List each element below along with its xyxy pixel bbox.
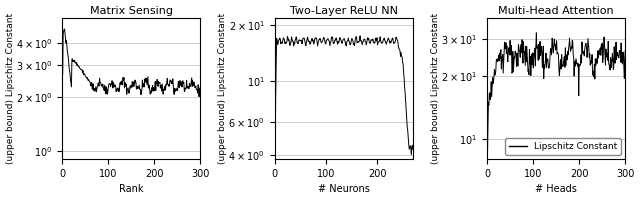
X-axis label: Rank: Rank <box>119 184 143 194</box>
Y-axis label: (upper bound) Lipschitz Constant: (upper bound) Lipschitz Constant <box>218 13 227 164</box>
Y-axis label: (upper bound) Lipschitz Constant: (upper bound) Lipschitz Constant <box>431 13 440 164</box>
Title: Two-Layer ReLU NN: Two-Layer ReLU NN <box>290 6 397 16</box>
X-axis label: # Heads: # Heads <box>535 184 577 194</box>
X-axis label: # Neurons: # Neurons <box>318 184 370 194</box>
Title: Multi-Head Attention: Multi-Head Attention <box>499 6 614 16</box>
Legend: Lipschitz Constant: Lipschitz Constant <box>505 138 621 155</box>
Title: Matrix Sensing: Matrix Sensing <box>90 6 173 16</box>
Y-axis label: (upper bound) Lipschitz Constant: (upper bound) Lipschitz Constant <box>6 13 15 164</box>
